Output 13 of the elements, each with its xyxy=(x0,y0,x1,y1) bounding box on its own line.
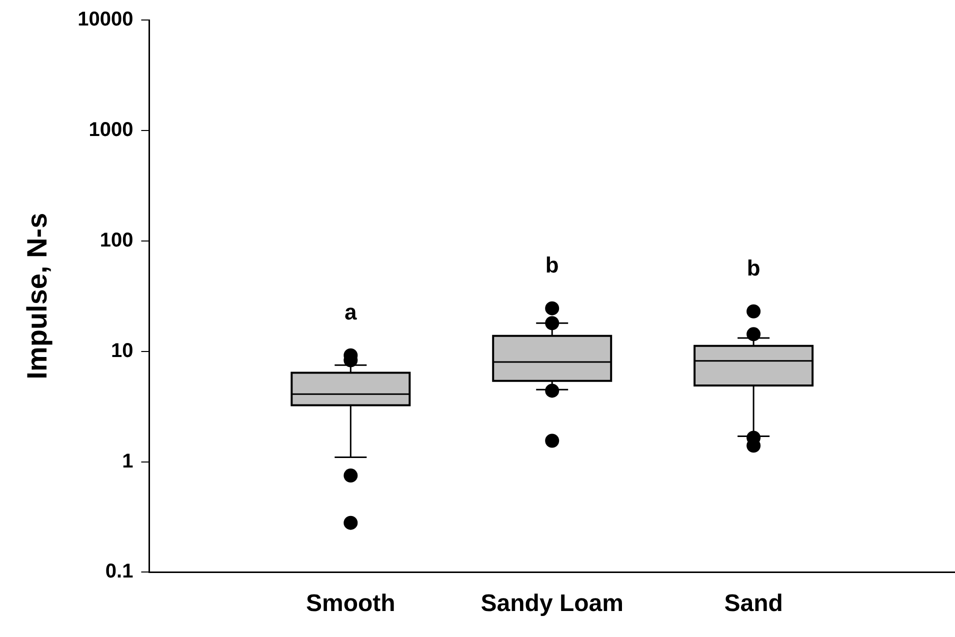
y-tick-label: 1 xyxy=(122,450,134,472)
y-tick-label: 100 xyxy=(100,229,134,252)
y-tick-label: 10 xyxy=(110,340,134,362)
y-axis-title: Impulse, N-s xyxy=(22,212,53,380)
y-tick-label: 0.1 xyxy=(105,560,134,583)
annotation: a xyxy=(344,299,358,324)
x-tick-label: Smooth xyxy=(306,590,396,618)
y-tick-label: 10000 xyxy=(78,8,134,31)
annotation: b xyxy=(746,255,760,280)
x-tick-label: Sand xyxy=(724,590,783,618)
annotation: b xyxy=(545,252,559,278)
x-tick-label: Sandy Loam xyxy=(480,590,624,618)
y-tick-label: 1000 xyxy=(88,118,134,141)
